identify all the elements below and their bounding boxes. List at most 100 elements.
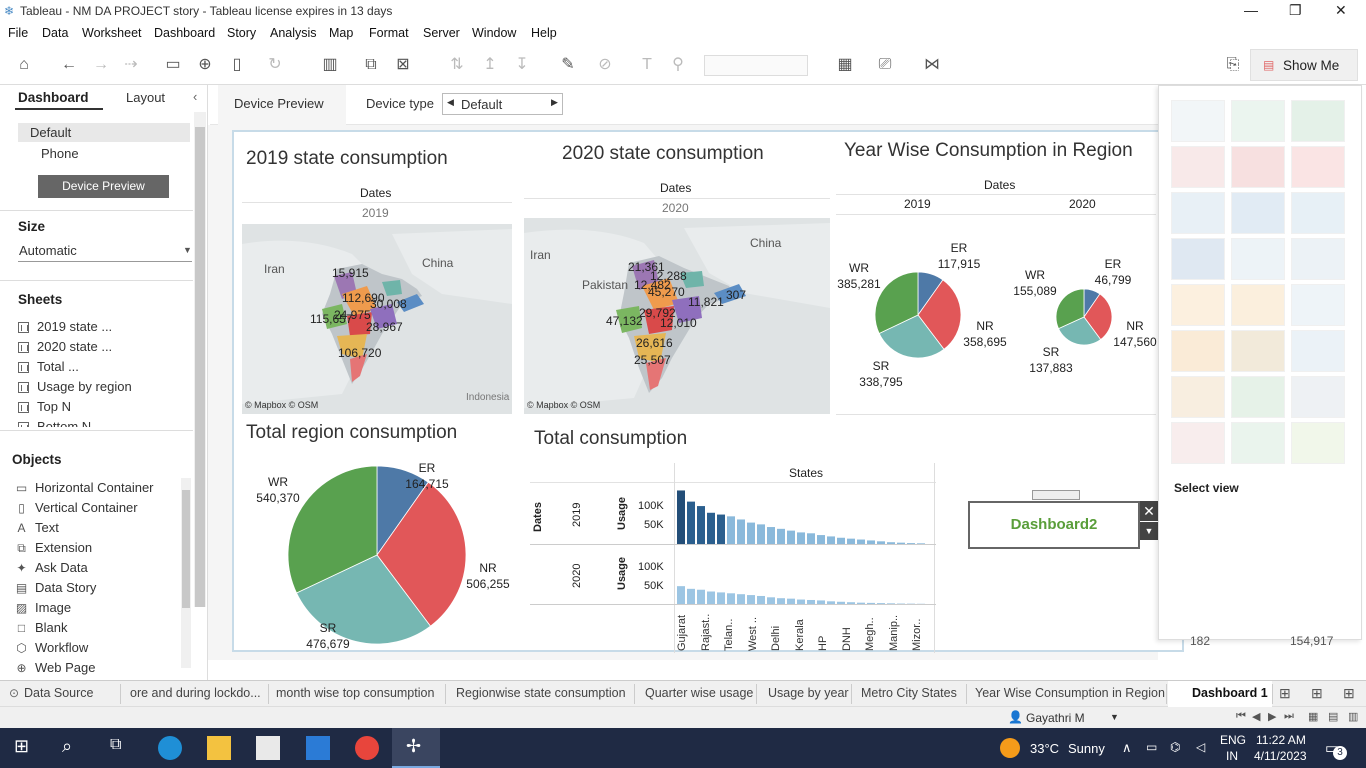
bar-2019[interactable] [917,543,925,544]
chart-type-side-by-side-circle-icon[interactable] [1291,238,1345,280]
meet-icon[interactable]: ▭ [1146,740,1158,754]
bar-2020[interactable] [737,594,745,604]
object-item[interactable]: □ Blank [15,620,68,635]
prev-device-icon[interactable]: ◀ [447,97,454,107]
close-window-icon[interactable]: ✕ [1335,2,1347,18]
minimize-icon[interactable]: — [1244,2,1258,18]
last-sheet-icon[interactable]: ⏭ [1284,710,1294,722]
menu-analysis[interactable]: Analysis [270,26,317,40]
object-item[interactable]: ⬡ Workflow [15,640,88,655]
pie-2020[interactable] [1056,289,1112,345]
new-dashboard-icon[interactable]: ⊞ [1311,685,1323,701]
show-labels-icon[interactable]: T [642,56,652,73]
show-cards-icon[interactable]: ▦ [837,56,853,73]
sheet-tab[interactable]: Quarter wise usage [645,686,754,700]
pie-slice-nr[interactable] [917,279,961,350]
bar-2019[interactable] [787,530,795,544]
menu-dashboard[interactable]: Dashboard [154,26,216,40]
bar-2019[interactable] [847,538,855,544]
sheet-tab[interactable]: Year Wise Consumption in Region [975,686,1165,700]
chart-type-box-whisker-icon[interactable] [1291,376,1345,418]
object-item[interactable]: A Text [15,520,58,535]
collapse-pane-icon[interactable]: ‹ [193,89,198,104]
bar-2019[interactable] [707,512,715,544]
bar-2019[interactable] [757,524,765,544]
object-item[interactable]: ▨ Image [15,600,71,615]
menu-worksheet[interactable]: Worksheet [82,26,142,40]
bar-2019[interactable] [717,514,725,544]
task-view-icon[interactable]: ⧉ [110,736,122,753]
chart-type-dual-combination-icon[interactable] [1291,330,1345,372]
bar-2019[interactable] [767,527,775,544]
next-device-icon[interactable]: ▶ [551,97,558,107]
prev-sheet-icon[interactable]: ◀ [1252,711,1261,723]
pie-total-region[interactable] [288,466,466,644]
menu-map[interactable]: Map [329,26,354,40]
replace-data-icon[interactable]: ⇢ [124,56,138,73]
pie-slice-wr[interactable] [1056,289,1085,330]
bar-2019[interactable] [817,535,825,544]
chart-type-line-discrete-icon[interactable] [1231,284,1285,326]
presentation-mode-icon[interactable]: ⎚ [878,56,892,73]
search-icon[interactable]: ⌕ [62,736,73,756]
object-item[interactable]: ⧉ Extension [15,540,92,556]
chart-type-area-continuous-icon[interactable] [1171,330,1225,372]
bar-2019[interactable] [807,533,815,544]
restore-icon[interactable]: ❐ [1289,2,1302,18]
chart-type-symbol-map-icon[interactable] [1171,146,1225,188]
bar-2019[interactable] [887,542,895,544]
chart-type-filled-map-icon[interactable] [1231,146,1285,188]
undo-icon[interactable]: ← [61,56,77,73]
sheet-tab[interactable]: Dashboard 1 [1192,686,1268,700]
sheet-tab[interactable]: month wise top consumption [276,686,435,700]
sort-desc-icon[interactable]: ↧ [515,56,529,73]
object-item[interactable]: ⊕ Web Page [15,660,95,675]
bar-2019[interactable] [907,543,915,544]
weather-text[interactable]: Sunny [1068,741,1105,756]
chart-type-gantt-icon[interactable] [1171,422,1225,464]
pie-slice-wr[interactable] [288,466,378,594]
chart-type-scatter-icon[interactable] [1171,376,1225,418]
duplicate-sheet-icon[interactable]: ⧉ [365,56,377,73]
bar-2020[interactable] [687,588,695,604]
bar-2019[interactable] [677,490,685,544]
edge-icon[interactable] [158,736,182,760]
chart-type-stacked-bar-icon[interactable] [1231,192,1285,234]
mail-icon[interactable] [306,736,330,760]
fit-dropdown[interactable] [704,55,808,76]
bar-2019[interactable] [737,519,745,544]
chrome-icon[interactable] [355,736,379,760]
sheet-item[interactable]: Top N [18,399,71,414]
sheet-item[interactable]: Bottom N [18,419,91,427]
chart-type-treemap-icon[interactable] [1171,238,1225,280]
chart-type-area-discrete-icon[interactable] [1231,330,1285,372]
bar-2019[interactable] [897,542,905,544]
bar-2019[interactable] [777,528,785,544]
chart-type-heat-map-icon[interactable] [1231,100,1285,142]
clear-sheet-icon[interactable]: ⊠ [396,56,410,73]
close-object-icon[interactable]: ✕ [1140,501,1158,521]
map2019[interactable]: Iran China Indonesia 15,915 112,690 30,0… [242,224,512,414]
sheet-item[interactable]: Total ... [18,359,79,374]
sheet-tab[interactable]: Regionwise state consumption [456,686,626,700]
bar-2020[interactable] [677,586,685,604]
pin-icon[interactable]: ⚲ [672,56,684,73]
bar-2020[interactable] [827,601,835,604]
sheet-tab[interactable]: Data Source [24,686,94,700]
share-icon[interactable]: ⋈ [924,56,940,73]
chart-type-circle-view-icon[interactable] [1231,238,1285,280]
chart-type-dual-line-icon[interactable] [1291,284,1345,326]
bar-2020[interactable] [887,603,895,604]
bar-2020[interactable] [697,589,705,604]
sheet-tab[interactable]: Usage by year [768,686,849,700]
weather-temp[interactable]: 33°C [1030,741,1060,756]
menu-server[interactable]: Server [423,26,460,40]
bar-2020[interactable] [857,602,865,604]
device-phone[interactable]: Phone [41,146,79,161]
network-icon[interactable]: ⌬ [1170,740,1181,754]
bar-2020[interactable] [817,600,825,604]
user-dropdown-icon[interactable]: ▼ [1110,712,1119,722]
bar-2019[interactable] [687,501,695,544]
redo-icon[interactable]: → [93,56,109,73]
bar-2020[interactable] [847,602,855,604]
